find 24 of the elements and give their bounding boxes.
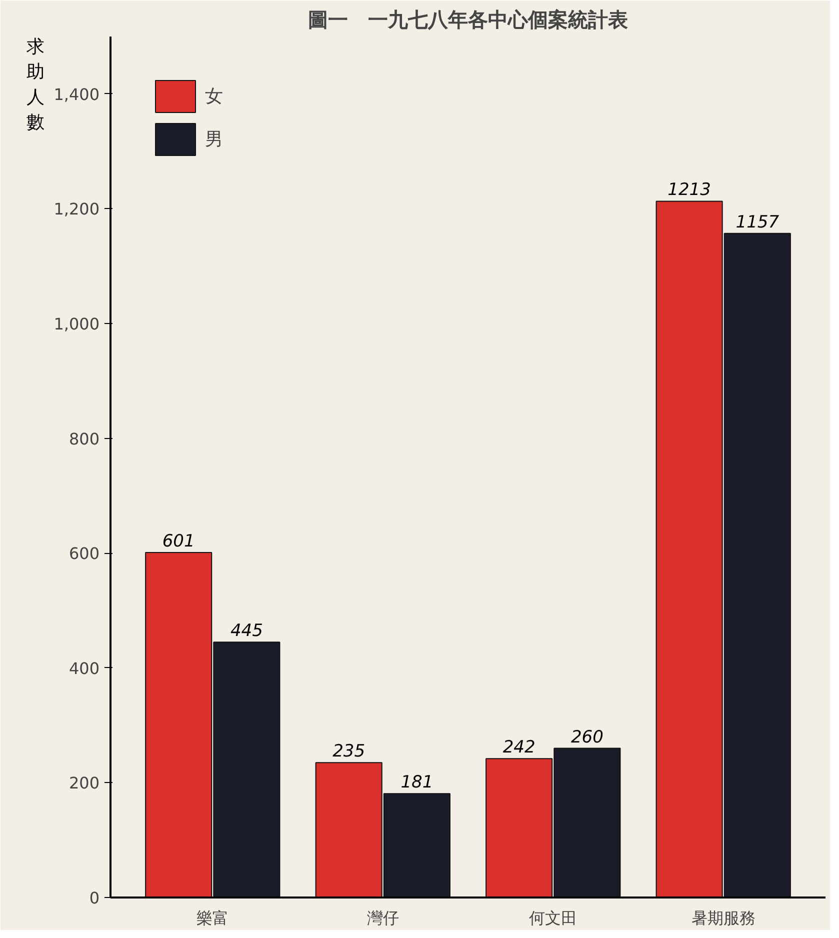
data-label: 445 — [230, 621, 263, 642]
x-tick-label: 樂富 — [196, 908, 229, 928]
legend-label: 男 — [205, 128, 224, 151]
legend-label: 女 — [205, 85, 224, 108]
y-tick-label: 0 — [89, 888, 100, 908]
data-label: 1157 — [736, 212, 780, 232]
y-tick-label: 1,400 — [54, 84, 100, 104]
x-tick-label: 灣仔 — [366, 908, 399, 928]
data-label: 181 — [400, 772, 434, 793]
x-tick-label: 暑期服務 — [691, 908, 756, 928]
data-label: 260 — [570, 727, 604, 748]
x-tick-label: 何文田 — [529, 908, 578, 928]
chart-title: 圖一 一九七八年各中心個案統計表 — [308, 8, 628, 32]
data-label: 1213 — [668, 180, 711, 200]
data-label: 235 — [332, 742, 366, 762]
y-axis-title: 求助人數 — [26, 36, 44, 134]
y-tick-label: 600 — [68, 544, 100, 564]
y-tick-label: 400 — [68, 658, 100, 678]
data-label: 601 — [162, 532, 195, 552]
y-tick-label: 800 — [68, 429, 100, 448]
data-label: 242 — [502, 738, 536, 758]
y-tick-label: 1,000 — [54, 314, 100, 334]
y-tick-label: 1,200 — [54, 200, 100, 219]
y-tick-label: 200 — [68, 774, 100, 793]
